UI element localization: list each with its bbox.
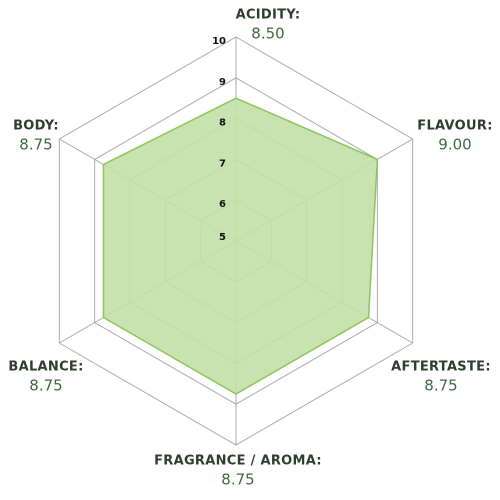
axis-label: BALANCE:: [8, 360, 83, 375]
axis-label: BODY:: [13, 119, 59, 134]
tick-label: 8: [219, 118, 226, 129]
axis-label: FRAGRANCE / AROMA:: [154, 454, 322, 469]
value-label: 8.50: [251, 25, 284, 43]
value-label: 8.75: [29, 377, 62, 395]
axis-label: AFTERTASTE:: [391, 360, 491, 375]
data-area: [102, 97, 379, 395]
tick-label: 5: [219, 232, 226, 243]
value-label: 8.75: [221, 471, 254, 489]
tick-label: 10: [212, 36, 226, 47]
axis-label: FLAVOUR:: [417, 119, 492, 134]
value-label: 9.00: [438, 136, 471, 154]
value-label: 8.75: [424, 377, 457, 395]
tick-label: 7: [219, 158, 226, 169]
tick-label: 6: [219, 199, 226, 210]
axis-label: ACIDITY:: [236, 8, 301, 23]
value-label: 8.75: [19, 136, 52, 154]
tick-label: 9: [219, 77, 226, 88]
